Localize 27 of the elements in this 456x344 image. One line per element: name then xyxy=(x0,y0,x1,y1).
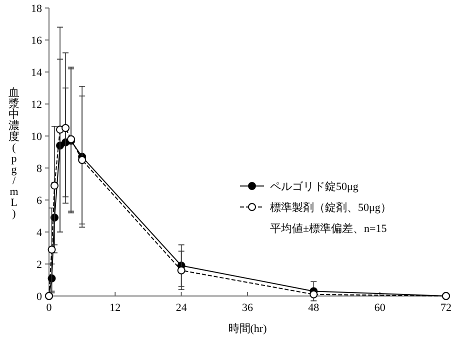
y-tick-label: 8 xyxy=(36,162,42,175)
legend-label: ペルゴリド錠50μg xyxy=(270,180,359,193)
text: 血漿中濃度(pg/mL) xyxy=(8,86,20,220)
x-tick-label: 24 xyxy=(176,302,188,314)
y-tick-label: 4 xyxy=(36,226,42,239)
x-tick-label: 12 xyxy=(110,302,121,314)
y-tick-label: 2 xyxy=(36,258,42,271)
y-tick-label: 12 xyxy=(31,98,42,111)
y-tick-label: 0 xyxy=(36,290,42,303)
y-tick-label: 16 xyxy=(31,34,42,47)
point xyxy=(177,266,186,274)
legend-label: 標準製剤（錠剤、50μg） xyxy=(270,200,392,214)
x-tick-label: 0 xyxy=(46,302,52,314)
point xyxy=(48,246,56,254)
annotation: 平均値±標準偏差、n=15 xyxy=(270,222,388,235)
x-tick-label: 36 xyxy=(242,302,254,314)
y-tick-label: 14 xyxy=(31,66,42,79)
y-tick-label: 6 xyxy=(36,194,42,207)
point xyxy=(62,124,70,132)
point xyxy=(50,182,59,190)
y-tick-label: 18 xyxy=(31,2,42,15)
y-tick-label: 10 xyxy=(31,130,42,143)
x-tick-label: 48 xyxy=(308,302,320,314)
x-tick-label: 60 xyxy=(374,302,386,314)
x-axis-title: 時間(hr) xyxy=(228,322,268,335)
point xyxy=(78,156,86,164)
x-tick-label: 72 xyxy=(440,302,452,314)
